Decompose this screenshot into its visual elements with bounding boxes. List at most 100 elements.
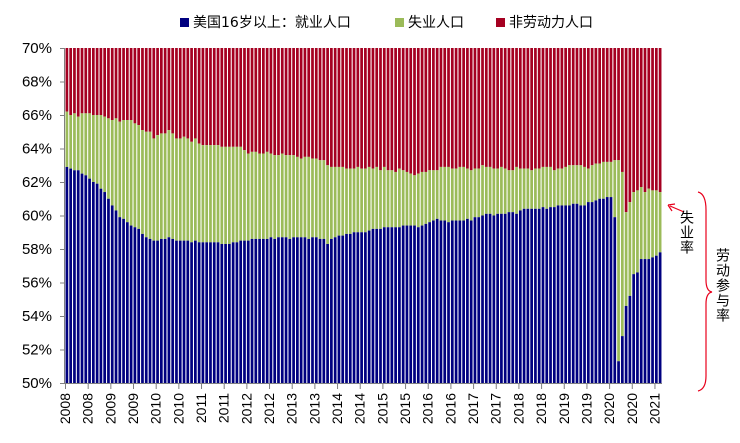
bar-unemployed <box>262 153 265 239</box>
legend-item-employed: 美国16岁以上：就业人口 <box>180 12 351 32</box>
bar-unemployed <box>178 138 182 241</box>
bar-employed <box>375 228 379 383</box>
bar-employed <box>103 192 107 383</box>
x-tick-label: 2016 <box>442 393 458 424</box>
bar-employed <box>341 235 345 383</box>
bar-unemployed <box>462 166 465 221</box>
bar-unemployed <box>95 115 99 184</box>
bar-employed <box>583 205 586 383</box>
bar-unemployed <box>537 168 541 209</box>
bar-unemployed <box>201 145 205 243</box>
unemployment-arrowhead <box>667 203 676 212</box>
bar-employed <box>526 208 530 383</box>
bar-not-in-labor-force <box>579 48 583 166</box>
bar-unemployed <box>348 168 352 234</box>
x-tick-label: 2015 <box>374 393 390 424</box>
bar-unemployed <box>598 163 602 199</box>
bar-employed <box>133 227 137 383</box>
bar-not-in-labor-force <box>598 48 602 164</box>
bar-unemployed <box>643 192 647 260</box>
bar-not-in-labor-force <box>466 48 469 169</box>
bar-unemployed <box>182 136 186 241</box>
bar-not-in-labor-force <box>182 48 186 137</box>
bar-not-in-labor-force <box>250 48 254 152</box>
bar-not-in-labor-force <box>658 48 662 193</box>
bar-not-in-labor-force <box>299 48 303 159</box>
bar-not-in-labor-force <box>458 48 462 167</box>
bar-unemployed <box>620 171 624 337</box>
x-tick-label: 2011 <box>193 393 209 423</box>
bar-not-in-labor-force <box>379 48 382 171</box>
bar-employed <box>69 168 73 383</box>
bar-employed <box>541 207 545 384</box>
bar-employed <box>598 198 602 383</box>
bar-unemployed <box>500 166 503 214</box>
bar-employed <box>107 198 110 383</box>
y-tick-label: 70% <box>22 40 52 57</box>
bar-unemployed <box>484 166 488 214</box>
bar-employed <box>545 208 549 383</box>
bar-unemployed <box>144 131 148 238</box>
bar-not-in-labor-force <box>284 48 288 156</box>
bar-not-in-labor-force <box>613 48 617 161</box>
bar-not-in-labor-force <box>216 48 220 146</box>
bar-employed <box>488 213 492 383</box>
bar-employed <box>379 228 382 383</box>
bar-unemployed <box>624 212 628 306</box>
bar-employed <box>144 237 148 383</box>
bar-employed <box>224 243 227 383</box>
bar-not-in-labor-force <box>620 48 624 172</box>
bar-unemployed <box>314 158 318 238</box>
bar-unemployed <box>107 118 110 199</box>
bar-unemployed <box>152 138 156 241</box>
bar-unemployed <box>466 168 469 219</box>
bar-unemployed <box>296 156 299 238</box>
bar-employed <box>620 336 624 383</box>
bar-unemployed <box>337 166 341 236</box>
bar-not-in-labor-force <box>443 48 447 167</box>
bar-unemployed <box>526 168 530 209</box>
bar-unemployed <box>636 190 639 273</box>
bar-not-in-labor-force <box>439 48 443 167</box>
bar-employed <box>413 225 416 383</box>
bar-unemployed <box>88 113 91 179</box>
bar-not-in-labor-force <box>518 48 522 169</box>
bar-employed <box>216 242 220 383</box>
bar-employed <box>296 237 299 383</box>
bar-employed <box>182 240 186 384</box>
bar-unemployed <box>639 187 643 260</box>
bar-unemployed <box>367 166 371 231</box>
bar-unemployed <box>560 168 564 206</box>
bar-unemployed <box>364 168 367 233</box>
bar-unemployed <box>522 168 526 209</box>
bar-not-in-labor-force <box>560 48 564 169</box>
bar-unemployed <box>477 168 481 218</box>
bar-unemployed <box>129 120 133 226</box>
bar-not-in-labor-force <box>288 48 292 156</box>
bar-unemployed <box>159 133 163 239</box>
bar-unemployed <box>454 168 458 221</box>
bar-employed <box>590 202 594 383</box>
bar-employed <box>416 227 420 383</box>
bar-employed <box>76 170 80 383</box>
bar-employed <box>605 197 609 383</box>
bar-not-in-labor-force <box>129 48 133 121</box>
bar-not-in-labor-force <box>651 48 654 191</box>
bar-not-in-labor-force <box>469 48 473 171</box>
bar-unemployed <box>163 133 167 239</box>
bar-unemployed <box>216 145 220 243</box>
bar-employed <box>647 259 651 383</box>
bar-not-in-labor-force <box>564 48 568 167</box>
bar-employed <box>99 188 103 383</box>
y-tick-label: 50% <box>22 375 52 392</box>
bar-not-in-labor-force <box>541 48 545 167</box>
bar-not-in-labor-force <box>91 48 95 115</box>
bar-not-in-labor-force <box>280 48 284 154</box>
bar-employed <box>311 237 314 383</box>
bar-unemployed <box>212 145 216 243</box>
bar-employed <box>254 238 258 383</box>
bar-not-in-labor-force <box>156 48 159 136</box>
bar-employed <box>496 213 499 383</box>
bar-unemployed <box>284 155 288 238</box>
bar-employed <box>212 242 216 383</box>
